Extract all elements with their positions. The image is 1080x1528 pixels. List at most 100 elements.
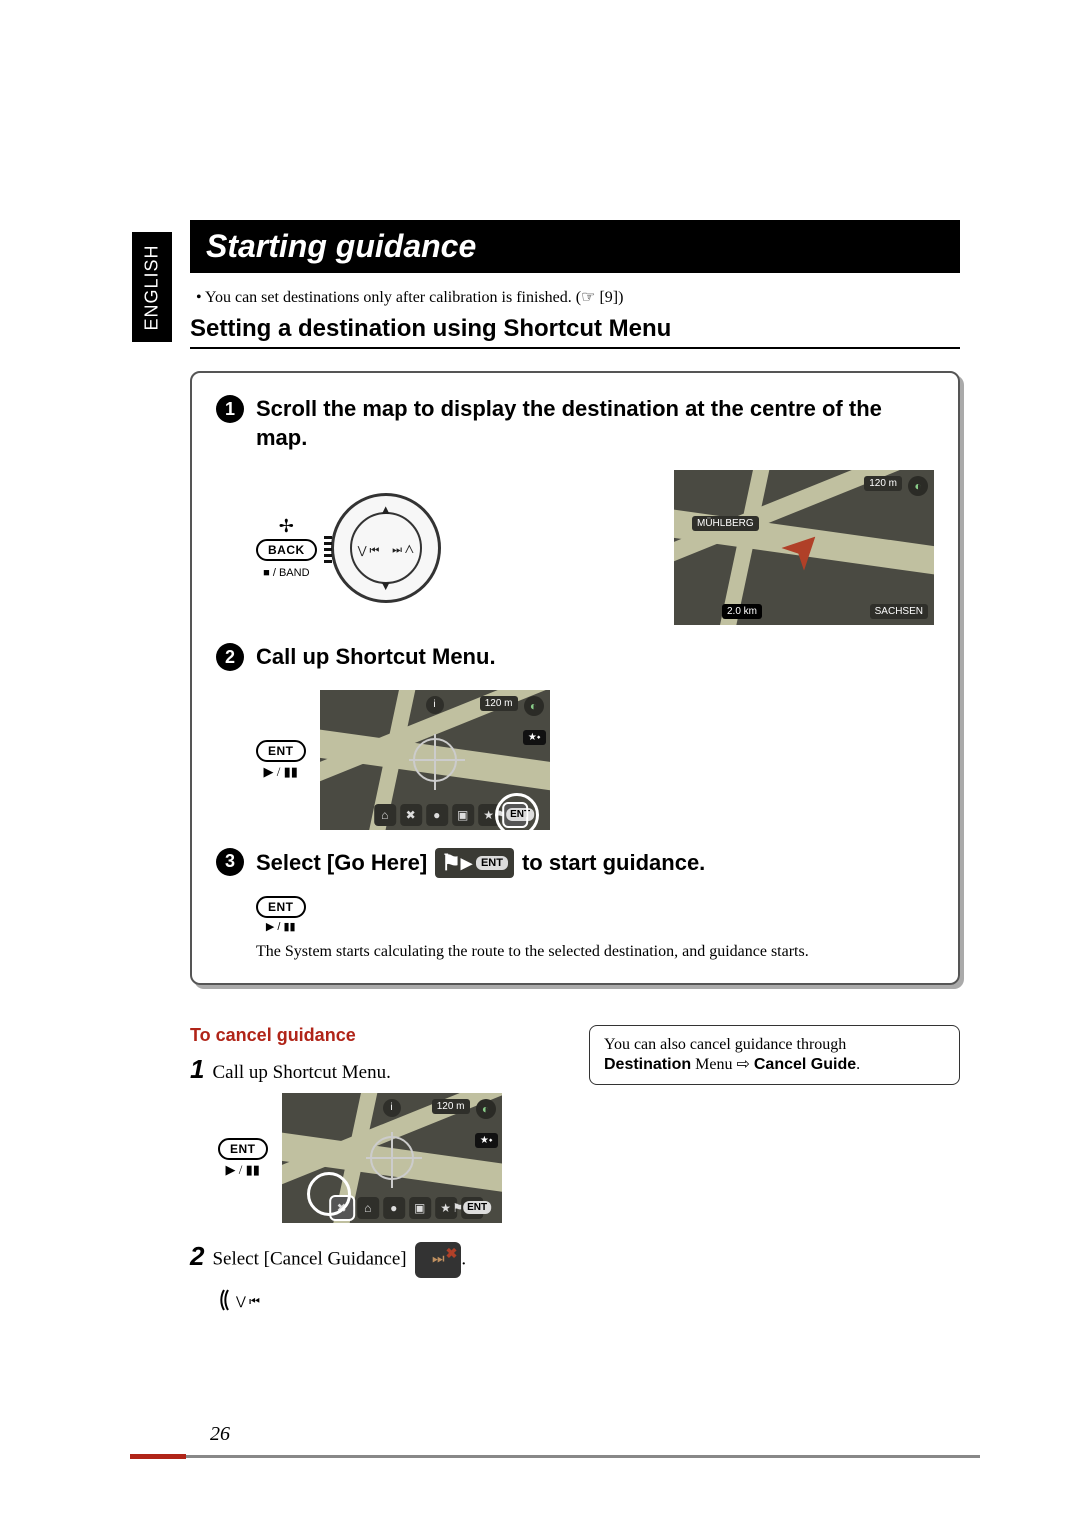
language-label: ENGLISH xyxy=(142,244,163,330)
highlight-ring-icon xyxy=(498,796,536,830)
dial-right-icon: ⏭ ⋀ xyxy=(392,544,414,557)
sc-gohere-icon[interactable]: ⚑ENT xyxy=(461,1197,483,1219)
map-scale: 2.0 km xyxy=(722,604,762,619)
dpad-back-group: ✢ BACK ■ / BAND xyxy=(256,517,317,579)
ent-button[interactable]: ENT xyxy=(218,1138,268,1160)
cancel-step-text: Select [Cancel Guidance] ⏭✖. xyxy=(212,1242,466,1278)
step-3-header: 3 Select [Go Here] ⚑▸ ENT to start guida… xyxy=(216,848,934,878)
ent-sub: ▶ / ▮▮ xyxy=(264,764,298,780)
step-2-title: Call up Shortcut Menu. xyxy=(256,643,496,672)
back-sub: ■ / BAND xyxy=(263,567,309,579)
dpad-icon: ✢ xyxy=(279,517,294,535)
page: ENGLISH Starting guidance • You can set … xyxy=(0,0,1080,1528)
dial-up-icon: ▲ xyxy=(379,502,392,518)
step-3-title: Select [Go Here] ⚑▸ ENT to start guidanc… xyxy=(256,848,705,878)
poi-star-icon: ★⬩ xyxy=(523,730,546,745)
sc-icon[interactable]: ⌂ xyxy=(374,804,396,826)
section-title: Starting guidance xyxy=(190,220,960,273)
cancel-step-num: 2 xyxy=(190,1241,204,1272)
sc-icon[interactable]: ▣ xyxy=(409,1197,431,1219)
ent-button-group: ENT ▶ / ▮▮ xyxy=(218,1138,268,1178)
ent-button-group: ENT ▶ / ▮▮ xyxy=(256,740,306,780)
intro-text: You can set destinations only after cali… xyxy=(205,289,623,306)
dial-left-icon: ⋁ ⏮ xyxy=(358,544,380,558)
ent-pill: ENT xyxy=(476,856,508,870)
cancel-step-2: 2 Select [Cancel Guidance] ⏭✖. xyxy=(190,1241,561,1279)
map-dist-right: 120 m xyxy=(864,476,902,491)
tip-cancel-guide: Cancel Guide xyxy=(754,1056,856,1073)
ent-button[interactable]: ENT xyxy=(256,740,306,762)
x-icon: ✖ xyxy=(446,1246,458,1263)
tip-line1: You can also cancel guidance through xyxy=(604,1036,846,1053)
ent-button[interactable]: ENT xyxy=(256,896,306,918)
info-icon: i xyxy=(426,696,444,714)
map-road-label: MÜHLBERG xyxy=(692,516,759,531)
content-column: Starting guidance • You can set destinat… xyxy=(190,220,960,1319)
cancel-step-num: 1 xyxy=(190,1054,204,1085)
step3-post: to start guidance. xyxy=(522,850,705,876)
intro-bullet: • You can set destinations only after ca… xyxy=(196,287,960,307)
step-badge-2: 2 xyxy=(216,643,244,671)
cancel-column: To cancel guidance 1 Call up Shortcut Me… xyxy=(190,1025,561,1320)
compass-icon: ◐ xyxy=(908,476,928,496)
steps-panel: 1 Scroll the map to display the destinat… xyxy=(190,371,960,985)
info-icon: i xyxy=(383,1099,401,1117)
step-badge-3: 3 xyxy=(216,848,244,876)
ent-sub: ▶ / ▮▮ xyxy=(226,1162,260,1178)
step-3-body: ENT ▶ / ▮▮ xyxy=(256,896,934,933)
go-here-icon[interactable]: ⚑▸ ENT xyxy=(435,848,514,878)
cancel-heading: To cancel guidance xyxy=(190,1025,561,1046)
step-2-body: ENT ▶ / ▮▮ ◐ 120 m i ⌂ ✖ ● ▣ xyxy=(256,690,934,830)
language-tab: ENGLISH xyxy=(132,232,172,342)
skip-dial-icon: ⋁ ⏮ xyxy=(218,1286,561,1319)
sc-icon[interactable]: ▣ xyxy=(452,804,474,826)
step-1-title: Scroll the map to display the destinatio… xyxy=(256,395,934,452)
footer-rule xyxy=(130,1455,980,1458)
compass-icon: ◐ xyxy=(476,1099,496,1119)
footer-accent xyxy=(130,1454,186,1459)
map-preview-2: ◐ 120 m i ⌂ ✖ ● ▣ ★ ⚑ENT ★⬩ xyxy=(320,690,550,830)
step-2-header: 2 Call up Shortcut Menu. xyxy=(216,643,934,672)
cancel-step-text: Call up Shortcut Menu. xyxy=(212,1062,390,1084)
poi-star-icon: ★⬩ xyxy=(475,1133,498,1148)
sc-icon[interactable]: ✖ xyxy=(400,804,422,826)
subheading: Setting a destination using Shortcut Men… xyxy=(190,315,960,349)
sc-icon[interactable]: ● xyxy=(383,1197,405,1219)
ent-sub: ▶ / ▮▮ xyxy=(256,920,306,933)
step-1-body: ✢ BACK ■ / BAND ▲ ▼ ⋁ ⏮ ⏭ ⋀ ◐ xyxy=(256,470,934,625)
map-preview-cancel: ◐ 120 m i ✖ ⌂ ● ▣ ★ ⚑ENT ★⬩ xyxy=(282,1093,502,1223)
map-area-label: SACHSEN xyxy=(870,604,928,619)
shortcut-iconbar: ✖ ⌂ ● ▣ ★ ⚑ENT xyxy=(331,1197,483,1219)
tip-end: . xyxy=(856,1056,860,1073)
cancel-step-1: 1 Call up Shortcut Menu. xyxy=(190,1054,561,1085)
back-button[interactable]: BACK xyxy=(256,539,317,561)
tip-column: You can also cancel guidance through Des… xyxy=(589,1025,960,1085)
svg-text:⋁ ⏮: ⋁ ⏮ xyxy=(235,1294,260,1308)
compass-icon: ◐ xyxy=(524,696,544,716)
step3-pre: Select [Go Here] xyxy=(256,850,427,876)
dial-down-icon: ▼ xyxy=(379,578,392,594)
map-crosshair-icon xyxy=(413,738,457,782)
step-badge-1: 1 xyxy=(216,395,244,423)
cancel-guidance-icon[interactable]: ⏭✖ xyxy=(415,1242,461,1278)
cancel-step2-pre: Select [Cancel Guidance] xyxy=(212,1249,406,1270)
tip-menu: Menu ⇨ xyxy=(691,1056,754,1073)
tip-destination: Destination xyxy=(604,1056,691,1073)
map-preview-1: ◐ 120 m MÜHLBERG SACHSEN 2.0 km xyxy=(674,470,934,625)
flag-icon: ⚑▸ xyxy=(441,850,472,876)
jog-dial[interactable]: ▲ ▼ ⋁ ⏮ ⏭ ⋀ xyxy=(331,493,441,603)
step-3-note: The System starts calculating the route … xyxy=(256,943,934,961)
tip-box: You can also cancel guidance through Des… xyxy=(589,1025,960,1085)
map-crosshair-icon xyxy=(370,1136,414,1180)
cancel-step2-post: . xyxy=(461,1249,466,1270)
highlight-ring-icon xyxy=(310,1175,348,1213)
map-dist-right: 120 m xyxy=(432,1099,470,1114)
step-1-header: 1 Scroll the map to display the destinat… xyxy=(216,395,934,452)
sc-icon[interactable]: ● xyxy=(426,804,448,826)
lower-columns: To cancel guidance 1 Call up Shortcut Me… xyxy=(190,1025,960,1320)
ent-pill: ENT xyxy=(463,1201,491,1214)
dial-ridges xyxy=(324,536,332,566)
sc-icon[interactable]: ⌂ xyxy=(357,1197,379,1219)
page-number: 26 xyxy=(210,1423,230,1446)
step-1-controls: ✢ BACK ■ / BAND ▲ ▼ ⋁ ⏮ ⏭ ⋀ ◐ xyxy=(256,470,934,625)
